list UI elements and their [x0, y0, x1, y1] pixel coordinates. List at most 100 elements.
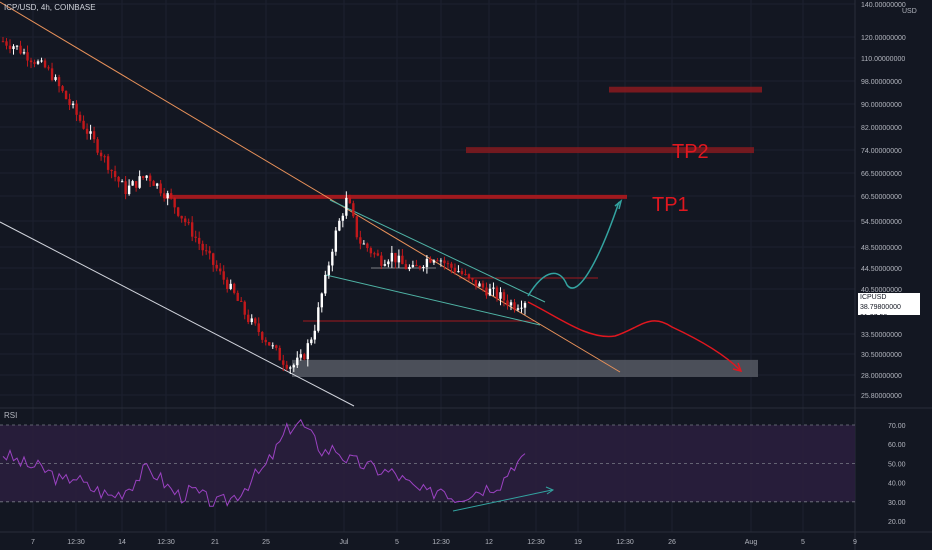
candle-body: [467, 274, 471, 279]
candle-body: [148, 175, 152, 182]
candle-body: [250, 318, 253, 323]
candle-body: [355, 216, 359, 238]
tp1-label: TP1: [652, 194, 689, 216]
candle-body: [131, 181, 134, 186]
candle-body: [54, 77, 57, 80]
candle-body: [261, 332, 264, 340]
candle-body: [488, 288, 492, 296]
channel-support-line: [0, 221, 355, 407]
x-tick-label: 7: [31, 539, 35, 546]
candle-body: [12, 46, 15, 50]
candle-body: [113, 171, 117, 177]
candle-body: [85, 128, 89, 134]
candle-body: [334, 230, 338, 252]
candle-body: [61, 86, 64, 91]
y-tick-label: 30.50000000: [861, 352, 902, 359]
price-axis[interactable]: 140.00000000 120.00000000 110.00000000 98.0…: [854, 0, 906, 550]
candle-body: [422, 266, 425, 269]
rsi-label: RSI: [4, 411, 18, 420]
rsi-arrowhead: [545, 486, 555, 495]
candle-body: [197, 237, 201, 244]
candle-body: [327, 265, 331, 275]
candle-body: [285, 364, 288, 369]
y-tick-label: 74.00000000: [861, 148, 902, 155]
candle-body: [194, 236, 197, 238]
candle-body: [271, 345, 274, 347]
candle-body: [47, 67, 50, 69]
candle-body: [229, 283, 232, 289]
candle-body: [243, 301, 246, 315]
candle-body: [411, 264, 415, 267]
candle-body: [345, 197, 348, 216]
candle-body: [296, 357, 299, 366]
y-tick-label: 48.50000000: [861, 245, 902, 252]
candle-body: [247, 314, 250, 323]
x-tick-label: 12:30: [67, 539, 85, 546]
candle-body: [450, 263, 453, 268]
y-tick-label: 140.00000000: [861, 2, 906, 9]
candle-body: [404, 264, 408, 270]
rsi-divergence-arrow: [452, 489, 553, 512]
y-tick-label: 28.00000000: [861, 373, 902, 380]
wedge-upper-line: [329, 199, 546, 303]
candle-body: [331, 251, 334, 266]
candle-body: [173, 197, 176, 208]
x-tick-label: 12:30: [527, 539, 545, 546]
candle-body: [212, 253, 215, 265]
candle-body: [89, 131, 92, 134]
y-tick-label: 40.50000000: [861, 287, 902, 294]
candle-body: [457, 271, 460, 273]
candle-body: [264, 339, 267, 343]
candle-body: [492, 287, 495, 289]
candle-body: [180, 215, 183, 219]
candle-series: [1, 37, 527, 374]
candle-body: [183, 218, 187, 223]
y-tick-label: 25.80000000: [861, 393, 902, 400]
projection-paths: [527, 198, 743, 373]
candle-body: [22, 52, 26, 54]
candle-body: [99, 152, 103, 157]
candle-body: [82, 120, 85, 129]
candle-body: [292, 365, 295, 368]
chart-title: ICP/USD, 4h, COINBASE: [4, 3, 96, 12]
price-zones: [165, 86, 762, 377]
candle-body: [502, 292, 506, 301]
candle-body: [68, 99, 71, 106]
candle-body: [92, 131, 96, 140]
candle-body: [141, 176, 145, 178]
candle-body: [513, 302, 516, 310]
rsi-tick-label: 60.00: [888, 442, 906, 449]
candle-body: [394, 252, 397, 263]
time-axis[interactable]: 7 12:30 14 12:30 21 25 Jul 5 12:30 12 12:30 19 12:30…: [0, 531, 932, 546]
candle-body: [155, 183, 159, 186]
candle-body: [397, 255, 401, 263]
price-text: 38.79800000: [860, 304, 901, 311]
descending-resistance-line: [0, 1, 621, 373]
candle-body: [40, 60, 43, 62]
candle-body: [523, 303, 527, 308]
candle-body: [169, 193, 173, 198]
candle-body: [145, 175, 148, 178]
symbol-text: ICPUSD: [860, 294, 887, 301]
rsi-line: [2, 418, 526, 507]
candle-body: [78, 114, 82, 121]
candle-body: [338, 220, 341, 231]
candle-body: [240, 300, 243, 302]
candle-body: [219, 268, 222, 272]
candle-body: [187, 222, 190, 224]
candle-body: [103, 156, 106, 158]
candle-body: [383, 264, 387, 266]
candle-body: [366, 243, 369, 249]
candle-body: [19, 45, 22, 54]
candle-body: [57, 77, 61, 87]
candle-body: [159, 183, 162, 194]
y-tick-label: 33.50000000: [861, 332, 902, 339]
candle-body: [289, 367, 292, 369]
candle-body: [359, 237, 362, 244]
candle-body: [460, 271, 464, 275]
bullish-arrowhead: [614, 198, 623, 210]
candle-body: [408, 266, 411, 270]
candle-body: [474, 279, 478, 287]
candle-body: [439, 260, 443, 262]
